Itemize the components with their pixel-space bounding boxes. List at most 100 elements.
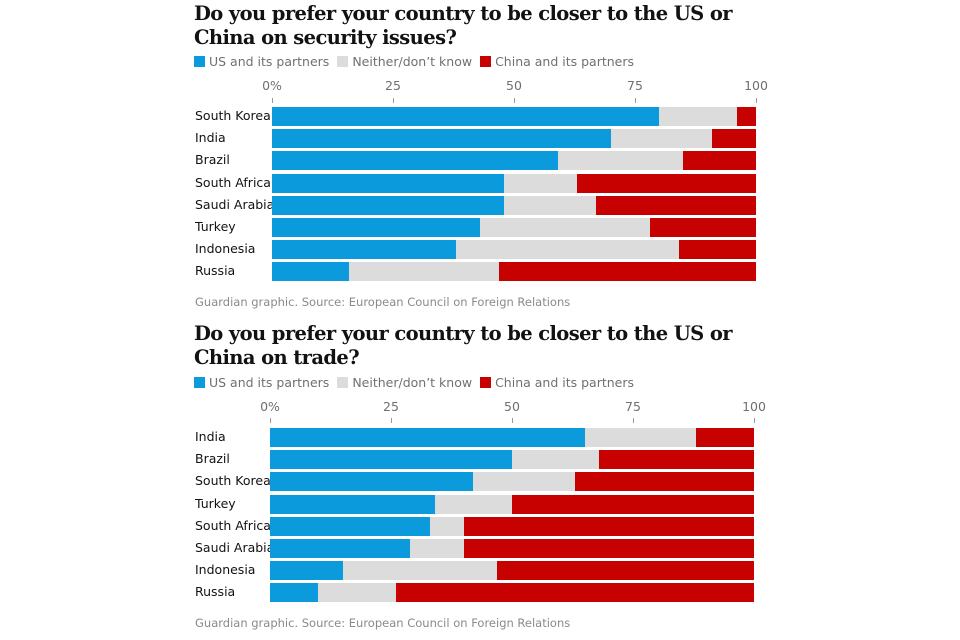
bar-segment-china — [463, 539, 754, 558]
bar-segment-us — [272, 240, 456, 260]
x-tick-mark — [635, 98, 636, 103]
bar-segment-neither — [659, 107, 737, 126]
legend-item-neither: Neither/don’t know — [337, 375, 472, 390]
category-label: Turkey — [195, 495, 236, 511]
category-label: South Africa — [195, 517, 271, 533]
bar-segment-china — [695, 428, 754, 447]
x-tick-mark — [272, 98, 273, 103]
bar-segment-china — [678, 240, 756, 260]
legend-label: China and its partners — [495, 374, 635, 390]
category-label: Indonesia — [195, 241, 256, 257]
legend-item-us: US and its partners — [194, 375, 329, 390]
bar-segment-china — [599, 450, 754, 470]
category-label: Brazil — [195, 152, 230, 168]
x-tick-mark — [754, 418, 755, 423]
security-chart: Do you prefer your country to be closer … — [194, 2, 768, 309]
x-tick-mark — [391, 418, 392, 423]
x-tick-label: 25 — [383, 399, 399, 414]
x-tick-mark — [512, 418, 513, 423]
category-label: South Africa — [195, 174, 271, 190]
x-tick-label: 25 — [385, 78, 401, 93]
bar-segment-neither — [504, 195, 597, 215]
source-note: Guardian graphic. Source: European Counc… — [195, 295, 571, 309]
bar-segment-us — [270, 494, 435, 514]
legend-label: Neither/don’t know — [352, 53, 473, 69]
category-label: Saudi Arabia — [195, 540, 275, 555]
bar-segment-china — [574, 472, 754, 492]
x-tick-label: 75 — [627, 78, 643, 93]
x-tick-mark — [756, 98, 757, 103]
legend-swatch-china — [480, 55, 492, 67]
category-label: Indonesia — [195, 562, 256, 578]
legend-item-us: US and its partners — [194, 54, 329, 69]
x-tick-label: 75 — [625, 399, 641, 414]
legend-label: US and its partners — [209, 53, 330, 69]
legend-item-neither: Neither/don’t know — [337, 54, 472, 69]
chart-title: Do you prefer your country to be closer … — [194, 322, 733, 369]
legend: US and its partners Neither/don’t know C… — [194, 374, 642, 390]
legend-item-china: China and its partners — [480, 54, 634, 69]
bar-segment-neither — [504, 173, 577, 193]
category-label: South Korea — [195, 108, 271, 123]
bar-segment-china — [576, 173, 756, 193]
category-label: Saudi Arabia — [195, 196, 275, 212]
legend-swatch-neither — [337, 376, 349, 388]
legend-swatch-neither — [337, 55, 349, 67]
x-tick-label: 100 — [744, 78, 768, 93]
x-tick-label: 0% — [262, 78, 282, 93]
x-tick-label: 50 — [504, 399, 520, 414]
bar-segment-us — [272, 218, 481, 237]
legend-swatch-us — [194, 376, 205, 388]
bar-segment-china — [395, 583, 754, 603]
bar-segment-china — [512, 494, 754, 514]
source-note: Guardian graphic. Source: European Counc… — [195, 616, 571, 630]
category-label: Turkey — [195, 219, 236, 234]
bar-segment-us — [270, 472, 474, 492]
bar-segment-us — [272, 151, 558, 171]
bar-segment-neither — [342, 561, 498, 581]
legend-label: Neither/don’t know — [352, 374, 473, 390]
category-label: Brazil — [195, 451, 230, 467]
x-tick-label: 0% — [260, 399, 280, 414]
bar-segment-china — [649, 218, 756, 237]
bar-segment-us — [272, 173, 505, 193]
legend-label: China and its partners — [495, 53, 635, 69]
bar-segment-neither — [318, 583, 396, 603]
x-tick-label: 100 — [742, 399, 766, 414]
category-label: Russia — [195, 263, 236, 279]
legend: US and its partners Neither/don’t know C… — [194, 53, 642, 69]
bar-segment-neither — [455, 240, 679, 260]
x-tick-mark — [633, 418, 634, 423]
category-label: South Korea — [195, 473, 271, 489]
bar-segment-us — [270, 428, 585, 447]
bar-segment-china — [463, 516, 754, 536]
bar-segment-neither — [473, 472, 575, 492]
x-tick-mark — [270, 418, 271, 423]
bar-segment-neither — [349, 262, 500, 282]
legend-item-china: China and its partners — [480, 375, 634, 390]
bar-segment-us — [272, 262, 350, 282]
bar-segment-china — [712, 129, 756, 149]
bar-segment-china — [683, 151, 756, 171]
bar-segment-neither — [429, 516, 464, 536]
bar-segment-us — [272, 129, 611, 149]
bar-segment-neither — [512, 450, 600, 470]
x-tick-mark — [393, 98, 394, 103]
bar-segment-neither — [584, 428, 696, 447]
bar-segment-us — [270, 450, 512, 470]
legend-swatch-china — [480, 376, 492, 388]
bar-segment-us — [270, 516, 430, 536]
category-label: Russia — [195, 584, 236, 600]
bar-segment-neither — [434, 494, 512, 514]
category-label: India — [195, 429, 226, 444]
bar-segment-china — [736, 107, 756, 126]
legend-swatch-us — [194, 55, 205, 67]
category-label: India — [195, 130, 226, 146]
bar-segment-neither — [610, 129, 713, 149]
legend-label: US and its partners — [209, 374, 330, 390]
bar-segment-neither — [410, 539, 464, 558]
bar-segment-us — [272, 107, 660, 126]
bar-segment-china — [499, 262, 756, 282]
bar-segment-us — [270, 583, 319, 603]
